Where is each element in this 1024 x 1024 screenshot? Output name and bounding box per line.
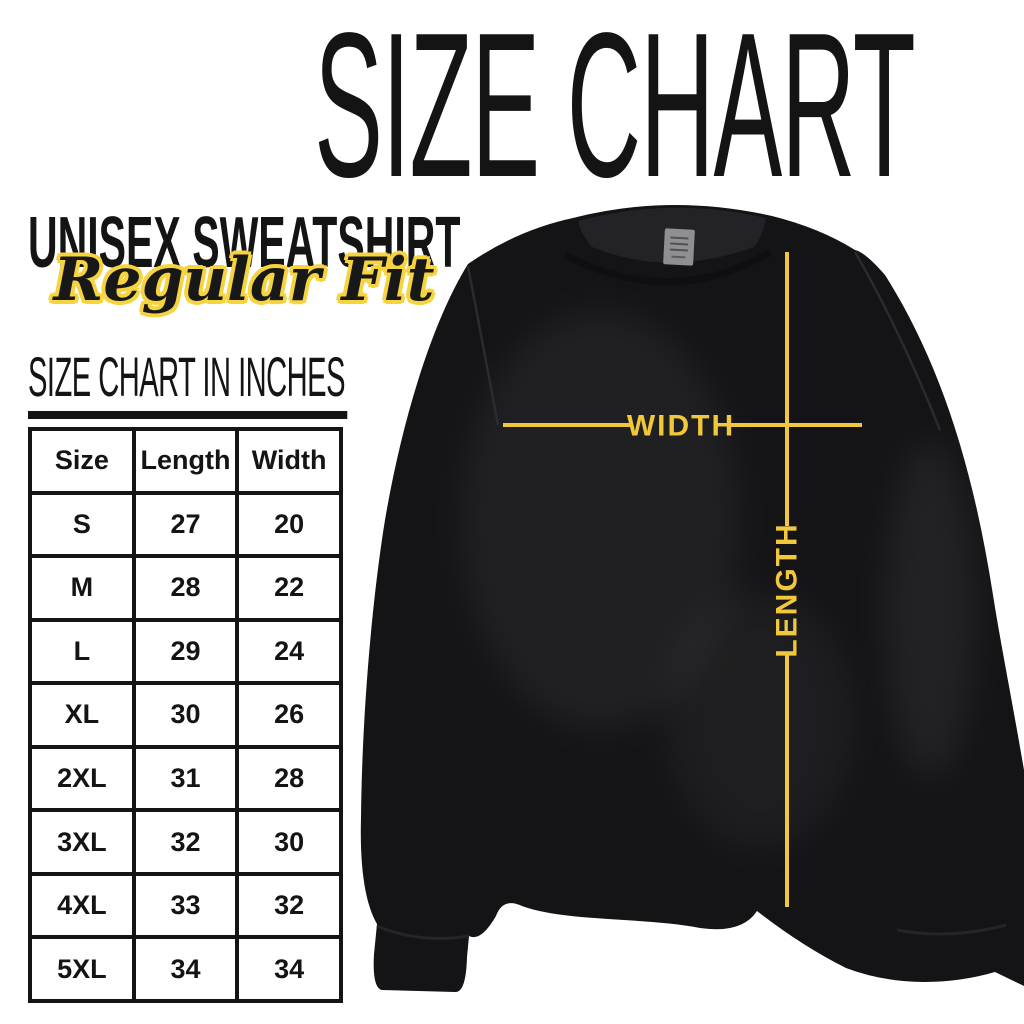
- fabric-highlight: [665, 590, 855, 850]
- cell-width: 30: [235, 808, 343, 876]
- cell-width: 20: [235, 490, 343, 559]
- cuff-seam-right: [896, 923, 1007, 936]
- cell-width: 26: [235, 681, 343, 749]
- cell-width: 22: [235, 554, 343, 622]
- fabric-highlight: [460, 310, 740, 730]
- cell-size: 2XL: [28, 744, 136, 813]
- table-row: S 27 20: [28, 490, 343, 559]
- col-header-length: Length: [131, 427, 240, 495]
- section-heading: SIZE CHART IN INCHES: [28, 349, 642, 419]
- cell-size: 3XL: [28, 808, 136, 876]
- care-label: [663, 228, 695, 266]
- cell-length: 27: [131, 490, 240, 559]
- cuff-seam-left: [376, 924, 470, 940]
- fabric-highlight: [885, 440, 975, 780]
- width-label: WIDTH: [627, 410, 735, 443]
- product-name: UNISEX SWEATSHIRT: [28, 203, 461, 283]
- cell-size: 5XL: [28, 935, 136, 1003]
- col-header-width: Width: [235, 427, 343, 495]
- cell-width: 24: [235, 617, 343, 686]
- neckline-shadow: [563, 248, 772, 286]
- page-title-text: SIZE CHART: [314, 0, 915, 220]
- table-row: M 28 22: [28, 554, 343, 622]
- table-row: 2XL 31 28: [28, 744, 343, 813]
- cell-width: 34: [235, 935, 343, 1003]
- cell-size: S: [28, 490, 136, 559]
- table-row: 3XL 32 30: [28, 808, 343, 876]
- col-header-size: Size: [28, 427, 136, 495]
- cell-length: 29: [131, 617, 240, 686]
- shoulder-seam-right: [853, 251, 942, 431]
- cell-width: 32: [235, 871, 343, 940]
- section-heading-text: SIZE CHART IN INCHES: [28, 349, 348, 419]
- table-row: L 29 24: [28, 617, 343, 686]
- cell-length: 30: [131, 681, 240, 749]
- product-fit: Regular Fit: [53, 245, 435, 315]
- size-table: Size Length Width S 27 20 M 28 22 L 29 2…: [28, 427, 343, 1003]
- cell-size: M: [28, 554, 136, 622]
- cell-size: 4XL: [28, 871, 136, 940]
- table-row: 5XL 34 34: [28, 935, 343, 1003]
- page-title: SIZE CHART: [0, 2, 1024, 208]
- cell-length: 34: [131, 935, 240, 1003]
- table-row: 4XL 33 32: [28, 871, 343, 940]
- length-label: LENGTH: [771, 522, 804, 657]
- table-row: XL 30 26: [28, 681, 343, 749]
- table-header-row: Size Length Width: [28, 427, 343, 495]
- cell-length: 32: [131, 808, 240, 876]
- cell-width: 28: [235, 744, 343, 813]
- cell-size: L: [28, 617, 136, 686]
- cell-length: 33: [131, 871, 240, 940]
- shoulder-seam-left: [466, 265, 500, 426]
- cell-length: 28: [131, 554, 240, 622]
- cell-size: XL: [28, 681, 136, 749]
- cell-length: 31: [131, 744, 240, 813]
